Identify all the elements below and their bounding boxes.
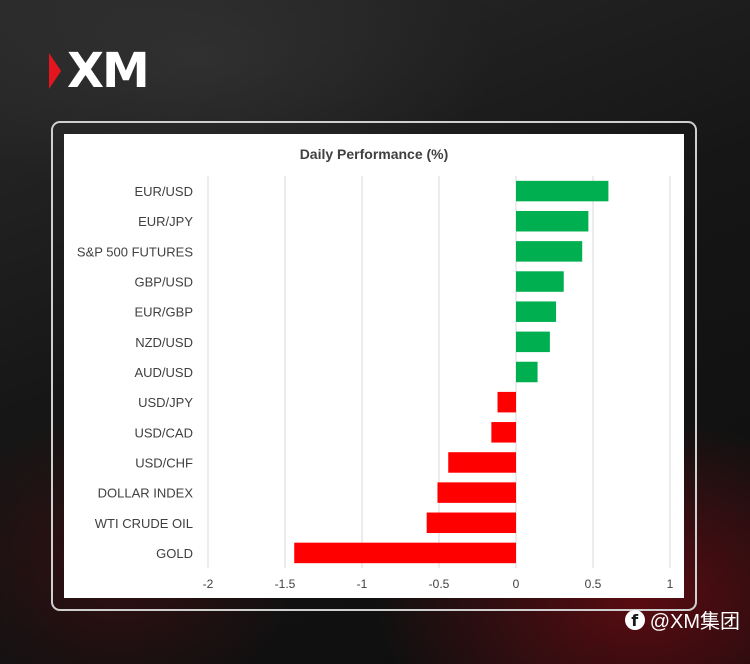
bar [516,210,589,232]
chart-frame [51,121,697,611]
xm-logo-mark [49,53,61,89]
social-handle[interactable]: f @XM集团 [624,605,740,634]
category-label: DOLLAR INDEX [98,486,194,501]
social-handle-text: @XM集团 [649,611,740,633]
x-tick-label: -0.5 [429,577,450,591]
x-tick-label: -1.5 [275,577,296,591]
chart-panel: Daily Performance (%) EUR/USD EUR/JPY S&P … [64,134,684,598]
x-tick-label: 1 [667,577,674,591]
x-tick-label: -2 [203,577,214,591]
category-label: NZD/USD [135,335,193,350]
bar [516,241,583,262]
bar [516,180,609,202]
facebook-icon: f [624,609,645,630]
category-label: GOLD [156,546,193,561]
bar [516,331,550,353]
category-label: S&P 500 FUTURES [77,244,193,259]
bar [516,361,538,383]
category-label: AUD/USD [134,365,193,380]
bar [516,271,564,292]
category-label: USD/CAD [134,425,193,440]
bar [491,422,516,443]
bar [497,391,516,413]
chart-title: Daily Performance (%) [299,146,449,162]
bar [426,512,516,534]
category-label: USD/JPY [138,395,193,410]
x-tick-label: 0 [513,577,520,591]
x-tick-label: -1 [357,577,368,591]
bar [437,482,516,503]
category-label: EUR/JPY [138,214,193,229]
category-label: WTI CRUDE OIL [95,516,193,531]
xm-logo-text: XM [67,43,150,99]
category-label: EUR/GBP [134,305,193,320]
category-label: EUR/USD [134,184,193,199]
bar [294,542,516,564]
xm-logo: XM [49,43,150,99]
category-label: GBP/USD [134,275,193,290]
bar [516,301,557,322]
category-label: USD/CHF [135,455,193,470]
bar-chart: EUR/USD EUR/JPY S&P 500 FUTURES GBP/USD EUR/… [77,176,674,591]
bar [448,452,516,473]
x-tick-label: 0.5 [585,577,602,591]
